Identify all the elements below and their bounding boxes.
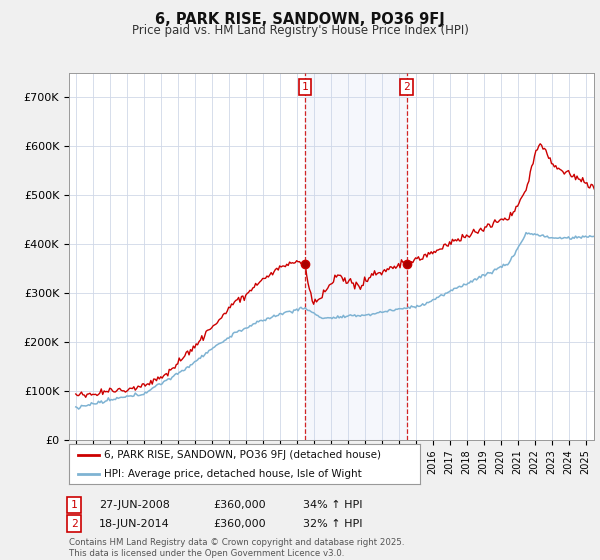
Text: 27-JUN-2008: 27-JUN-2008	[99, 500, 170, 510]
Text: 2: 2	[403, 82, 410, 92]
Text: 2: 2	[71, 519, 77, 529]
Text: 34% ↑ HPI: 34% ↑ HPI	[303, 500, 362, 510]
Bar	[305, 73, 407, 440]
Text: Contains HM Land Registry data © Crown copyright and database right 2025.
This d: Contains HM Land Registry data © Crown c…	[69, 538, 404, 558]
Text: 1: 1	[71, 500, 77, 510]
Text: HPI: Average price, detached house, Isle of Wight: HPI: Average price, detached house, Isle…	[104, 469, 362, 478]
Text: 6, PARK RISE, SANDOWN, PO36 9FJ (detached house): 6, PARK RISE, SANDOWN, PO36 9FJ (detache…	[104, 450, 381, 460]
Text: 1: 1	[302, 82, 308, 92]
Text: 32% ↑ HPI: 32% ↑ HPI	[303, 519, 362, 529]
Text: Price paid vs. HM Land Registry's House Price Index (HPI): Price paid vs. HM Land Registry's House …	[131, 24, 469, 36]
Text: £360,000: £360,000	[213, 519, 266, 529]
Text: 18-JUN-2014: 18-JUN-2014	[99, 519, 170, 529]
Text: £360,000: £360,000	[213, 500, 266, 510]
Text: 6, PARK RISE, SANDOWN, PO36 9FJ: 6, PARK RISE, SANDOWN, PO36 9FJ	[155, 12, 445, 27]
